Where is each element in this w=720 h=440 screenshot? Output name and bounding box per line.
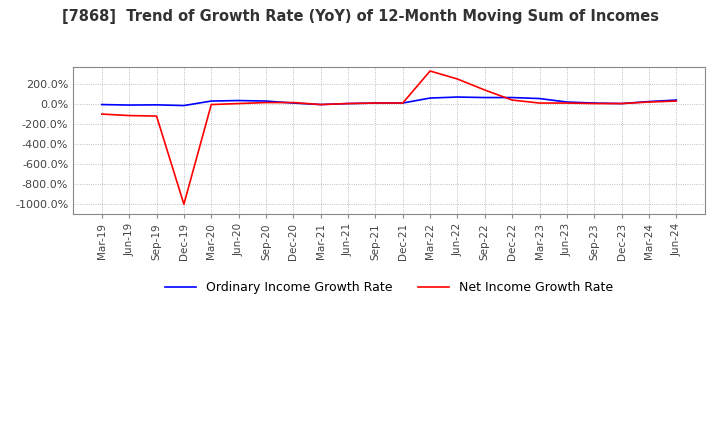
- Net Income Growth Rate: [398, 100, 407, 106]
- Net Income Growth Rate: [617, 101, 626, 106]
- Line: Net Income Growth Rate: Net Income Growth Rate: [102, 71, 676, 204]
- Net Income Growth Rate: [152, 114, 161, 119]
- Net Income Growth Rate: [508, 97, 516, 103]
- Net Income Growth Rate: [261, 100, 270, 105]
- Ordinary Income Growth Rate: [179, 103, 188, 108]
- Net Income Growth Rate: [426, 68, 434, 73]
- Net Income Growth Rate: [125, 113, 133, 118]
- Net Income Growth Rate: [453, 77, 462, 82]
- Ordinary Income Growth Rate: [562, 99, 571, 105]
- Net Income Growth Rate: [644, 99, 653, 105]
- Legend: Ordinary Income Growth Rate, Net Income Growth Rate: Ordinary Income Growth Rate, Net Income …: [160, 276, 618, 299]
- Ordinary Income Growth Rate: [398, 100, 407, 106]
- Ordinary Income Growth Rate: [453, 95, 462, 100]
- Ordinary Income Growth Rate: [617, 101, 626, 106]
- Net Income Growth Rate: [480, 88, 489, 93]
- Net Income Growth Rate: [234, 101, 243, 106]
- Net Income Growth Rate: [316, 102, 325, 107]
- Ordinary Income Growth Rate: [535, 96, 544, 101]
- Ordinary Income Growth Rate: [371, 100, 379, 106]
- Text: [7868]  Trend of Growth Rate (YoY) of 12-Month Moving Sum of Incomes: [7868] Trend of Growth Rate (YoY) of 12-…: [61, 9, 659, 24]
- Net Income Growth Rate: [590, 101, 598, 106]
- Net Income Growth Rate: [535, 100, 544, 106]
- Ordinary Income Growth Rate: [125, 103, 133, 108]
- Ordinary Income Growth Rate: [289, 100, 297, 106]
- Ordinary Income Growth Rate: [508, 95, 516, 100]
- Net Income Growth Rate: [343, 101, 352, 106]
- Net Income Growth Rate: [179, 202, 188, 207]
- Net Income Growth Rate: [562, 100, 571, 106]
- Ordinary Income Growth Rate: [207, 99, 215, 104]
- Net Income Growth Rate: [672, 99, 680, 104]
- Ordinary Income Growth Rate: [480, 95, 489, 100]
- Ordinary Income Growth Rate: [316, 102, 325, 107]
- Ordinary Income Growth Rate: [672, 97, 680, 103]
- Net Income Growth Rate: [289, 100, 297, 105]
- Ordinary Income Growth Rate: [644, 99, 653, 104]
- Line: Ordinary Income Growth Rate: Ordinary Income Growth Rate: [102, 97, 676, 106]
- Net Income Growth Rate: [371, 100, 379, 106]
- Ordinary Income Growth Rate: [343, 101, 352, 106]
- Net Income Growth Rate: [207, 102, 215, 107]
- Ordinary Income Growth Rate: [426, 95, 434, 101]
- Ordinary Income Growth Rate: [590, 100, 598, 106]
- Ordinary Income Growth Rate: [152, 102, 161, 107]
- Ordinary Income Growth Rate: [97, 102, 106, 107]
- Net Income Growth Rate: [97, 111, 106, 117]
- Ordinary Income Growth Rate: [261, 99, 270, 104]
- Ordinary Income Growth Rate: [234, 98, 243, 103]
